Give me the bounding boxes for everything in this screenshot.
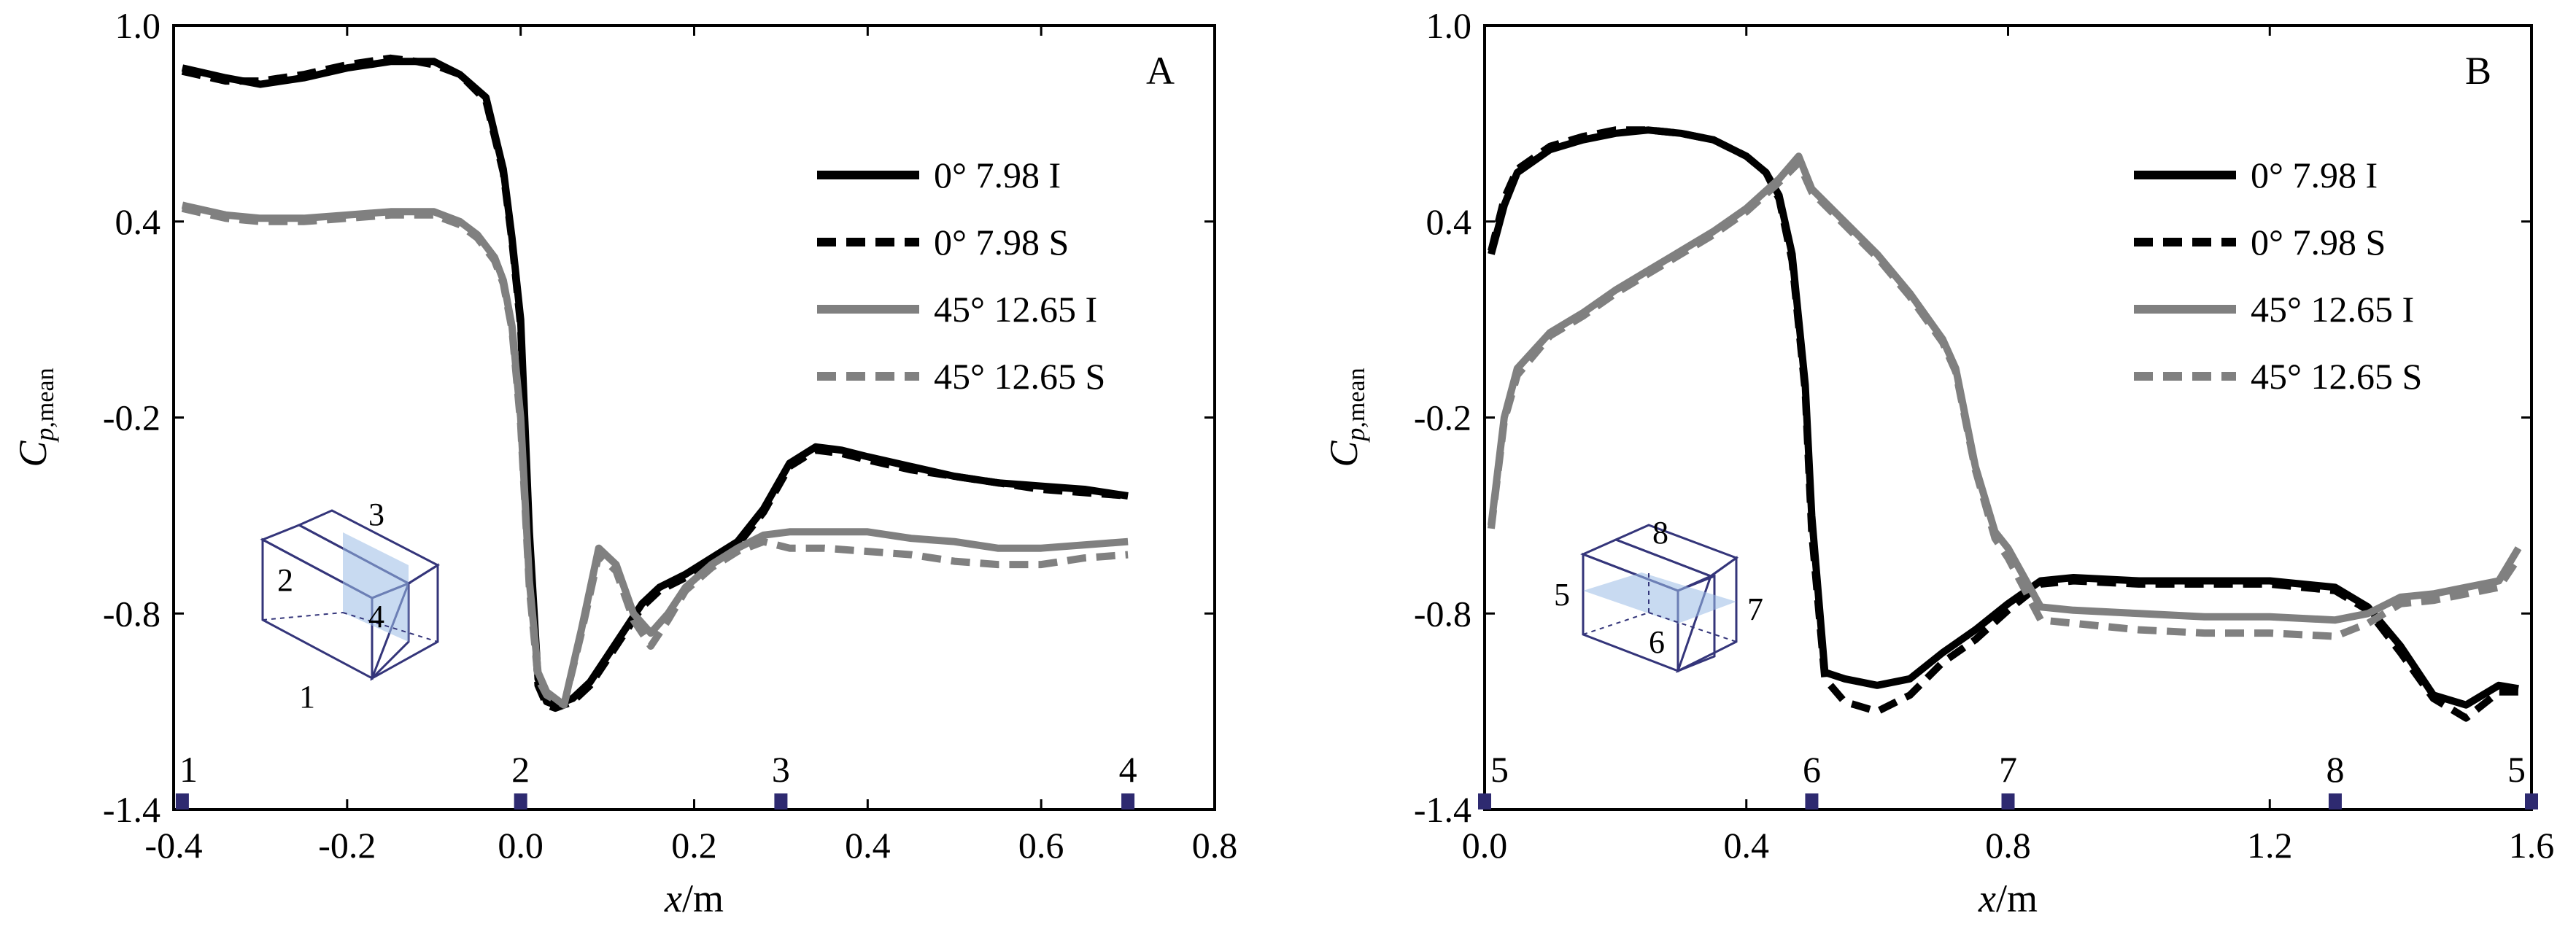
x-axis-title-unit: /m xyxy=(682,877,724,920)
inset-hidden-edge xyxy=(342,612,438,642)
x-axis-title-var: x xyxy=(1978,877,1996,920)
position-marker xyxy=(2001,793,2015,809)
x-tick-label: 0.2 xyxy=(671,825,717,866)
x-tick-label: 0.8 xyxy=(1985,825,2031,866)
position-marker xyxy=(1805,793,1819,809)
position-marker-label: 8 xyxy=(2326,749,2344,790)
inset-label: 6 xyxy=(1649,624,1665,660)
inset-label: 7 xyxy=(1747,591,1763,627)
inset-label: 5 xyxy=(1554,577,1570,613)
inset-section-plane xyxy=(1583,572,1736,624)
position-marker-label: 3 xyxy=(772,749,790,790)
position-marker xyxy=(175,793,189,809)
position-marker xyxy=(774,793,788,809)
y-tick-label: 1.0 xyxy=(1426,5,1472,46)
y-tick-label: -1.4 xyxy=(1414,789,1471,830)
y-axis-title-sub: p xyxy=(30,428,59,443)
panel-label: A xyxy=(1146,49,1175,93)
series-line-2 xyxy=(1488,152,2522,624)
y-axis-title-var: C xyxy=(1322,440,1366,467)
legend-label: 0° 7.98 S xyxy=(934,222,1069,263)
building-inset: 5 6 7 8 xyxy=(1554,515,1763,673)
x-tick-label: 0.4 xyxy=(845,825,891,866)
y-tick-label: -0.2 xyxy=(1414,397,1471,438)
position-marker-label: 6 xyxy=(1803,749,1821,790)
inset-label: 4 xyxy=(368,599,384,634)
series-line-2 xyxy=(181,201,1129,709)
legend-label: 45° 12.65 I xyxy=(934,289,1097,330)
position-marker xyxy=(2328,793,2342,809)
y-tick-label: 0.4 xyxy=(115,201,161,242)
position-marker-label: 5 xyxy=(2507,749,2526,790)
position-marker xyxy=(1121,793,1135,809)
inset-face xyxy=(1676,556,1738,673)
plot-frame xyxy=(1483,24,2533,811)
position-marker xyxy=(1478,793,1491,809)
x-tick-label: 0.8 xyxy=(1192,825,1238,866)
chart-panel-b: 0.0 0.4 0.8 1.2 1.6 -1.4 -0.8 -0.2 0.4 1.0 x/m Cp,m… xyxy=(1322,5,2554,920)
position-marker-label: 7 xyxy=(1999,749,2017,790)
series-line-1 xyxy=(1488,126,2519,722)
x-axis-title: x/m xyxy=(664,877,724,920)
legend-label: 45° 12.65 S xyxy=(2251,356,2422,397)
legend-label: 0° 7.98 I xyxy=(2251,155,2378,195)
x-tick-label: 1.6 xyxy=(2509,825,2555,866)
x-tick-label: 0.0 xyxy=(1462,825,1508,866)
position-marker-label: 4 xyxy=(1119,749,1137,790)
position-marker-label: 2 xyxy=(511,749,530,790)
inset-label: 8 xyxy=(1652,515,1668,551)
y-tick-label: -1.4 xyxy=(103,789,160,830)
inset-hidden-edge xyxy=(1648,612,1737,642)
inset-label: 3 xyxy=(368,497,384,532)
panel-label: B xyxy=(2465,49,2491,93)
y-axis-title-var: C xyxy=(11,440,55,467)
x-axis-title-var: x xyxy=(664,877,682,920)
building-inset: 1 2 3 4 xyxy=(260,497,441,715)
y-tick-label: 1.0 xyxy=(115,5,161,46)
inset-label: 2 xyxy=(277,562,293,598)
x-tick-label: -0.2 xyxy=(318,825,376,866)
legend-label: 0° 7.98 I xyxy=(934,155,1061,195)
x-tick-label: 0.4 xyxy=(1724,825,1770,866)
x-tick-label: 1.2 xyxy=(2247,825,2293,866)
x-tick-label: -0.4 xyxy=(144,825,202,866)
inset-face xyxy=(1613,524,1739,578)
position-marker-label: 1 xyxy=(179,749,198,790)
inset-label: 1 xyxy=(299,679,315,715)
plot-frame xyxy=(172,24,1216,811)
y-tick-label: -0.8 xyxy=(1414,593,1471,634)
legend-label: 45° 12.65 S xyxy=(934,356,1105,397)
y-axis-title: Cp,mean xyxy=(1322,368,1370,467)
y-tick-label: 0.4 xyxy=(1426,201,1472,242)
chart-panel-a: -0.4 -0.2 0.0 0.2 0.4 0.6 0.8 -1.4 -0.8 -0.2 0.4 1.… xyxy=(11,5,1237,920)
x-tick-label: 0.0 xyxy=(498,825,544,866)
legend-label: 45° 12.65 I xyxy=(2251,289,2414,330)
inset-hidden-edge xyxy=(262,612,344,621)
position-marker xyxy=(2525,793,2538,809)
y-axis-title-sub: p xyxy=(1341,428,1370,443)
y-tick-label: -0.8 xyxy=(103,593,160,634)
y-tick-label: -0.2 xyxy=(103,397,160,438)
position-marker-label: 5 xyxy=(1490,749,1509,790)
x-axis-title: x/m xyxy=(1978,877,2038,920)
series-line-0 xyxy=(1488,126,2519,709)
position-marker xyxy=(514,793,527,809)
y-axis-title-suffix: ,mean xyxy=(1343,368,1370,427)
inset-hidden-edge xyxy=(1582,612,1649,635)
x-tick-label: 0.6 xyxy=(1018,825,1064,866)
inset-section-plane xyxy=(343,532,409,642)
series-line-0 xyxy=(181,58,1129,709)
x-axis-title-unit: /m xyxy=(1996,877,2038,920)
y-axis-title: Cp,mean xyxy=(11,368,59,467)
y-axis-title-suffix: ,mean xyxy=(32,368,59,427)
legend-label: 0° 7.98 S xyxy=(2251,222,2386,263)
